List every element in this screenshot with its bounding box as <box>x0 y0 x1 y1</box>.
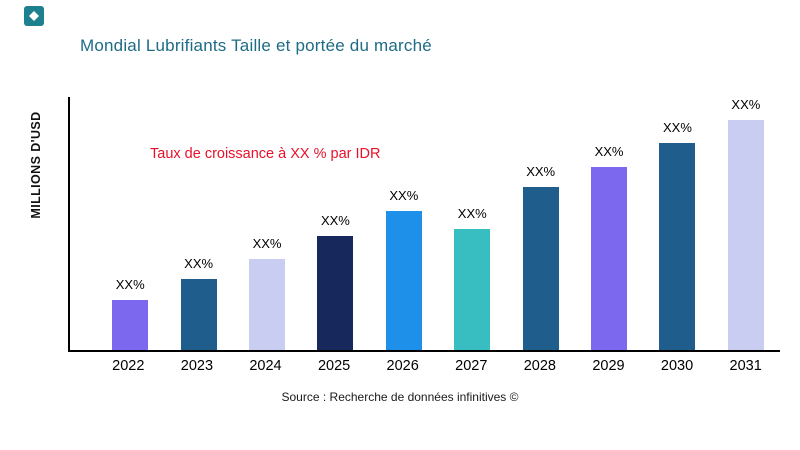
x-tick-2027: 2027 <box>455 358 488 374</box>
x-tick-2030: 2030 <box>660 358 694 374</box>
x-tick-2026: 2026 <box>386 358 419 374</box>
bar-slot-2025: XX% <box>301 97 369 350</box>
bar-2031 <box>727 120 764 350</box>
bar-value-label-2030: XX% <box>663 119 692 135</box>
bar-2023 <box>180 278 217 350</box>
bar-slot-2028: XX% <box>506 97 574 350</box>
bar-value-label-2028: XX% <box>526 164 556 180</box>
bar-slot-2029: XX% <box>575 97 643 350</box>
bar-2025 <box>317 235 354 350</box>
bar-value-label-2031: XX% <box>731 97 761 112</box>
x-ticks: 2022 2023 2024 2025 2026 2027 2028 2029 2030 2031 <box>68 358 780 374</box>
x-tick-2023: 2023 <box>180 358 214 374</box>
bar-slot-2030: XX% <box>643 97 711 350</box>
bar-slot-2031: XX% <box>712 97 780 350</box>
brand-logo <box>24 6 44 26</box>
bar-slot-2023: XX% <box>164 97 232 350</box>
bar-2022 <box>112 300 149 350</box>
bar-2028 <box>522 187 559 350</box>
x-tick-2024: 2024 <box>249 358 282 374</box>
x-tick-2028: 2028 <box>523 358 556 374</box>
x-tick-2029: 2029 <box>592 358 625 374</box>
bar-value-label-2026: XX% <box>389 188 419 204</box>
plot-area: XX% XX% XX% XX% XX% XX% XX% XX% XX% XX% <box>68 97 780 352</box>
brand-logo-icon <box>29 11 39 21</box>
bar-2030 <box>659 142 696 350</box>
bars: XX% XX% XX% XX% XX% XX% XX% XX% XX% XX% <box>70 97 780 350</box>
x-tick-2022: 2022 <box>112 358 145 374</box>
bar-slot-2027: XX% <box>438 97 506 350</box>
bar-slot-2024: XX% <box>233 97 301 350</box>
x-tick-2025: 2025 <box>317 358 351 374</box>
bar-value-label-2022: XX% <box>115 277 145 293</box>
growth-rate-annotation: Taux de croissance à XX % par IDR <box>150 146 381 162</box>
bar-value-label-2029: XX% <box>594 144 624 160</box>
source-text: Source : Recherche de données infinitive… <box>281 390 519 404</box>
bar-2026 <box>385 211 422 350</box>
bar-2029 <box>591 167 628 350</box>
y-axis-label: MILLIONS D'USD <box>29 111 43 219</box>
bar-slot-2022: XX% <box>96 97 164 350</box>
bar-2027 <box>454 228 491 350</box>
bar-value-label-2025: XX% <box>320 212 350 228</box>
bar-2024 <box>249 258 286 350</box>
x-tick-2031: 2031 <box>729 358 762 374</box>
bar-slot-2026: XX% <box>370 97 438 350</box>
chart-title: Mondial Lubrifiants Taille et portée du … <box>80 36 432 55</box>
bar-value-label-2024: XX% <box>252 235 282 251</box>
bar-value-label-2023: XX% <box>184 255 214 271</box>
bar-value-label-2027: XX% <box>457 205 487 221</box>
